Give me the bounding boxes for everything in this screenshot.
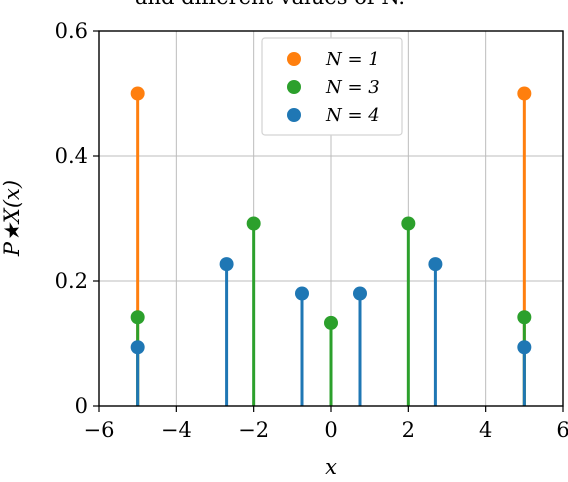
x-tick-label-2: −2 <box>238 418 269 442</box>
series-1-point-1 <box>246 216 261 231</box>
legend-label-1: N = 3 <box>325 77 380 98</box>
legend-marker-2 <box>287 108 301 122</box>
y-tick-label-1: 0.2 <box>55 269 88 293</box>
x-tick-label-1: −4 <box>161 418 192 442</box>
y-tick-label-0: 0 <box>75 394 88 418</box>
legend: N = 1 N = 3 N = 4 <box>261 37 403 136</box>
x-tick-label-0: −6 <box>84 418 115 442</box>
chart-title: and different values of N. <box>135 0 405 9</box>
x-tick-label-3: 0 <box>324 418 337 442</box>
y-tick-label-3: 0.6 <box>55 19 88 43</box>
series-0-point-0 <box>130 86 145 101</box>
series-1-point-0 <box>130 310 145 325</box>
tick-layer: −6 −4 −2 0 2 4 6 0 0.2 0.4 0.6 <box>55 19 568 442</box>
series-2-point-2 <box>295 286 309 301</box>
series-2-point-4 <box>428 257 443 272</box>
y-axis-label: P★X(x) <box>0 180 24 257</box>
y-tick-label-2: 0.4 <box>55 144 88 168</box>
series-1-point-4 <box>517 310 532 325</box>
x-tick-label-6: 6 <box>556 418 568 442</box>
series-layer <box>130 86 532 406</box>
series-2-point-1 <box>219 257 234 272</box>
series-2-point-3 <box>353 286 367 301</box>
legend-marker-0 <box>287 52 301 66</box>
legend-label-2: N = 4 <box>325 105 380 126</box>
legend-label-0: N = 1 <box>325 49 380 70</box>
series-2-point-5 <box>517 340 532 355</box>
x-axis-label: x <box>325 455 337 478</box>
series-0-point-1 <box>517 86 532 101</box>
x-tick-label-4: 2 <box>402 418 415 442</box>
series-2-point-0 <box>130 340 145 355</box>
series-1-point-3 <box>401 216 416 231</box>
legend-marker-1 <box>287 80 301 94</box>
x-tick-label-5: 4 <box>479 418 492 442</box>
series-1-point-2 <box>324 315 338 330</box>
